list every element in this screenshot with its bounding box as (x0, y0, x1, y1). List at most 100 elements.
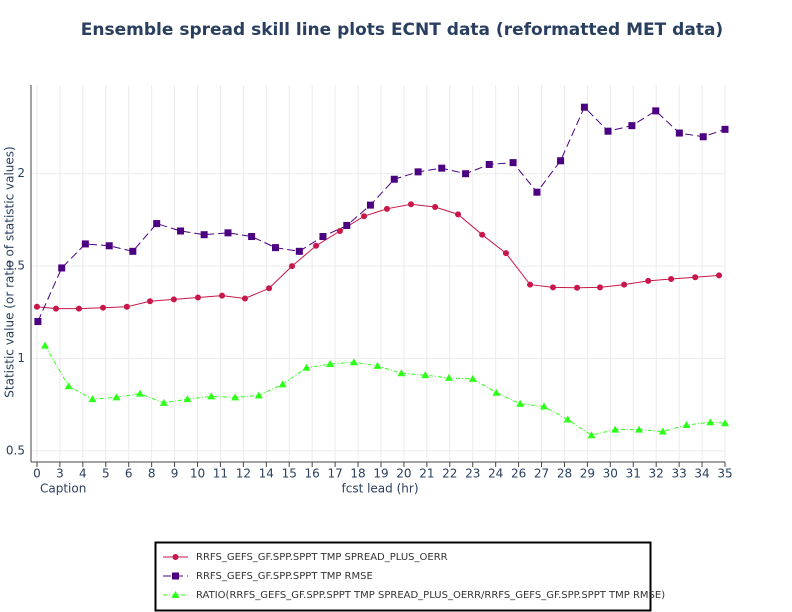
marker (313, 242, 320, 249)
x-tick-label: 15 (282, 467, 297, 481)
marker (580, 103, 588, 111)
marker (540, 402, 549, 410)
marker (421, 371, 430, 379)
marker (692, 274, 699, 281)
marker (295, 247, 303, 255)
marker (254, 391, 263, 399)
marker (170, 296, 177, 303)
marker (58, 264, 66, 272)
x-tick-label: 4 (79, 467, 87, 481)
marker (706, 418, 715, 426)
x-tick-label: 23 (465, 467, 480, 481)
legend-box (154, 541, 652, 612)
legend-marker (172, 572, 179, 580)
x-tick-label: 29 (580, 467, 595, 481)
series-line (36, 203, 720, 310)
marker (81, 240, 89, 248)
marker (34, 318, 42, 326)
marker (444, 373, 453, 381)
marker (432, 203, 439, 210)
marker (408, 201, 415, 208)
x-tick-label: 9 (171, 467, 179, 481)
marker (455, 211, 462, 218)
marker (502, 250, 509, 257)
marker (266, 285, 273, 292)
x-tick-label: 3 (56, 467, 64, 481)
x-tick-label: 18 (350, 467, 365, 481)
marker (397, 369, 406, 377)
marker (549, 284, 556, 291)
marker (721, 125, 729, 133)
marker (533, 188, 541, 196)
marker (271, 244, 279, 252)
marker (105, 242, 113, 250)
marker (366, 201, 374, 209)
y-axis-title: Statistic value (or ratio of statistic v… (3, 146, 17, 397)
legend-label: RRFS_GEFS_GF.SPP.SPPT TMP RMSE (196, 571, 373, 582)
marker (33, 303, 40, 310)
marker (52, 305, 59, 312)
marker (604, 127, 612, 135)
x-tick-label: 11 (213, 467, 228, 481)
marker (88, 395, 97, 403)
marker (509, 159, 517, 167)
marker (159, 398, 168, 406)
marker (675, 129, 683, 137)
marker (462, 170, 470, 178)
marker (699, 133, 707, 141)
marker (100, 304, 107, 311)
marker (516, 399, 525, 407)
marker (658, 427, 667, 435)
marker (611, 425, 620, 433)
marker (40, 341, 49, 349)
x-tick-label: 19 (373, 467, 388, 481)
marker (153, 220, 161, 228)
y-tick-label: 1.5 (6, 259, 25, 273)
x-tick-label: 34 (694, 467, 709, 481)
marker (194, 294, 201, 301)
x-tick-label: 24 (488, 467, 503, 481)
marker (183, 395, 192, 403)
marker (336, 227, 343, 234)
marker (123, 303, 130, 310)
marker (326, 360, 335, 368)
x-tick-label: 14 (259, 467, 274, 481)
x-tick-label: 0 (33, 467, 41, 481)
marker (75, 305, 82, 312)
marker (587, 431, 596, 439)
marker (492, 388, 501, 396)
x-tick-label: 17 (327, 467, 342, 481)
x-tick-label: 28 (557, 467, 572, 481)
x-tick-label: 20 (396, 467, 411, 481)
x-tick-label: 32 (649, 467, 664, 481)
marker (343, 221, 351, 229)
marker (207, 392, 216, 400)
legend-marker (172, 554, 179, 560)
series-line (37, 106, 726, 322)
x-axis-title: fcst lead (hr) (342, 482, 419, 496)
marker (64, 382, 73, 390)
marker (485, 160, 493, 168)
y-tick-label: 1 (17, 351, 25, 365)
marker (668, 276, 675, 283)
marker (597, 284, 604, 291)
marker (468, 374, 477, 382)
x-tick-label: 6 (125, 467, 133, 481)
marker (527, 281, 534, 288)
marker (479, 231, 486, 238)
x-tick-label: 22 (442, 467, 457, 481)
marker (112, 393, 121, 401)
marker (652, 107, 660, 115)
marker (248, 233, 256, 241)
marker (224, 229, 232, 237)
marker (302, 363, 311, 371)
y-tick-label: 0.5 (6, 443, 25, 457)
x-tick-label: 5 (102, 467, 110, 481)
marker (135, 389, 144, 397)
marker (288, 263, 295, 270)
marker (231, 393, 240, 401)
marker (361, 213, 368, 220)
x-tick-label: 16 (305, 467, 320, 481)
x-tick-label: 30 (603, 467, 618, 481)
